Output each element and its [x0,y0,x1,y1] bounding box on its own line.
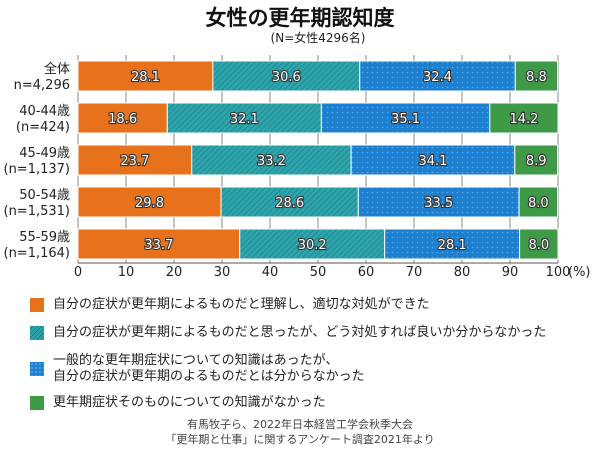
bar-segment [514,144,559,176]
bar-segment [77,102,168,134]
bar-segment [77,144,193,176]
bar-segment [489,102,559,134]
category-label: 55-59歳 [19,230,70,245]
bar-segment [166,102,322,134]
category-sublabel: (n=424) [16,120,70,135]
data-label: 30.6 [272,70,301,85]
data-label: 32.1 [230,112,259,127]
data-label: 34.1 [418,154,447,169]
data-label: 33.5 [424,196,453,211]
legend-label: 一般的な更年期症状についての知識はあったが、 自分の症状が更年期のよるものだとは分… [53,353,365,384]
x-tick-label: 30 [214,265,231,280]
x-tick-label: 90 [502,265,519,280]
bar-segment [220,186,359,218]
legend-label: 自分の症状が更年期によるものだと思ったが、どう対処すれば良いか分からなかった [53,325,547,340]
chart-subtitle: (N=女性4296名) [270,31,366,45]
legend-swatch [30,362,44,376]
bar-segment [77,228,241,260]
data-label: 14.2 [509,112,538,127]
bar-segment [191,144,352,176]
data-label: 33.2 [257,154,286,169]
legend-swatch [30,396,44,410]
data-label: 8.8 [526,70,547,85]
x-tick-label: 40 [262,265,279,280]
data-label: 33.7 [144,238,173,253]
bar-segment [239,228,386,260]
x-unit-label: (%) [568,265,591,280]
data-label: 8.0 [528,238,549,253]
bar-segment [357,186,520,218]
legend-swatch [30,326,44,340]
category-label: 50-54歳 [19,188,70,203]
bar-segment [518,186,559,218]
bar-segment [514,60,559,92]
category-label: 40-44歳 [19,104,70,119]
bar-segment [320,102,491,134]
data-label: 28.1 [438,238,467,253]
x-tick-label: 50 [310,265,327,280]
legend-swatch [30,298,44,312]
x-tick-label: 10 [118,265,135,280]
bar-segment [350,144,516,176]
data-label: 29.8 [135,196,164,211]
category-label: 全体 [44,61,70,77]
data-label: 28.1 [131,70,160,85]
data-label: 35.1 [391,112,420,127]
category-sublabel: n=4,296 [14,78,70,93]
legend-label: 更年期症状そのものについての知識がなかった [53,395,326,410]
x-tick-label: 0 [74,265,82,280]
category-sublabel: (n=1,137) [4,162,71,177]
category-sublabel: (n=1,164) [4,246,71,261]
data-label: 23.7 [120,154,149,169]
legend-label: 自分の症状が更年期によるものだと理解し、適切な対処ができた [53,297,430,312]
x-tick-label: 70 [406,265,423,280]
data-label: 28.6 [275,196,304,211]
data-label: 30.2 [298,238,327,253]
bar-segment [77,186,222,218]
source-line-1: 有馬牧子ら、2022年日本経営工学会秋季大会 [187,418,413,431]
x-tick-label: 80 [454,265,471,280]
data-label: 8.0 [528,196,549,211]
source-line-2: 「更年期と仕事」に関するアンケート調査2021年より [165,433,435,446]
bar-segment [519,228,559,260]
category-label: 45-49歳 [19,146,70,161]
x-tick-label: 20 [166,265,183,280]
data-label: 8.9 [526,154,547,169]
plot-area: 0 10 20 30 40 50 60 70 80 90 100(%) 全体n=4,296 28.1 30… [4,55,591,280]
x-tick-label: 100 [546,265,571,280]
x-tick-label: 60 [358,265,375,280]
chart-title: 女性の更年期認知度 [205,6,395,30]
data-label: 32.4 [423,70,452,85]
category-sublabel: (n=1,531) [4,204,71,219]
data-label: 18.6 [108,112,137,127]
